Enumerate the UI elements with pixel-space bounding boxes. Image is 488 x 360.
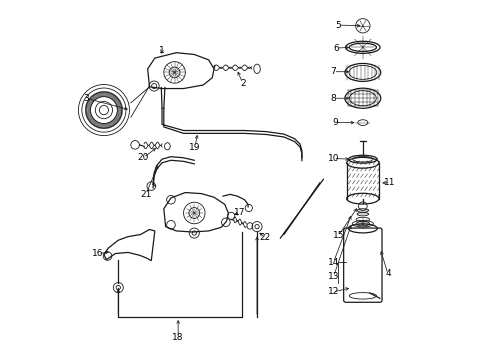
Text: 4: 4 [385, 269, 390, 278]
Text: 16: 16 [92, 249, 104, 258]
Text: 17: 17 [234, 208, 245, 217]
Text: 5: 5 [335, 21, 341, 30]
Text: 21: 21 [140, 190, 151, 199]
Text: 8: 8 [330, 94, 336, 103]
Text: 7: 7 [330, 67, 336, 76]
Text: 11: 11 [383, 178, 395, 187]
Text: 3: 3 [83, 94, 89, 103]
Text: 15: 15 [332, 231, 344, 240]
Text: 6: 6 [332, 44, 338, 53]
Text: 12: 12 [327, 287, 339, 296]
Text: 19: 19 [189, 143, 201, 152]
Text: 2: 2 [240, 79, 245, 88]
Text: 14: 14 [327, 258, 339, 267]
Text: 10: 10 [327, 154, 339, 163]
Text: 18: 18 [172, 333, 183, 342]
Text: 9: 9 [331, 118, 337, 127]
Text: 1: 1 [159, 46, 164, 55]
Text: 20: 20 [138, 153, 149, 162]
Text: 13: 13 [327, 272, 339, 281]
Text: 22: 22 [259, 233, 270, 242]
